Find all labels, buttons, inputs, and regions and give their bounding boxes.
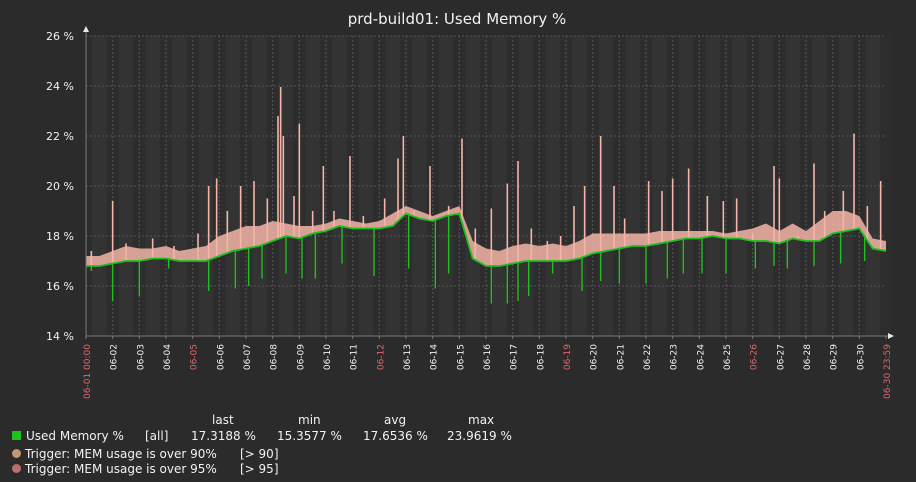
- y-tick-label: 18 %: [46, 230, 74, 243]
- x-tick-label: 06-28: [803, 344, 813, 370]
- legend-series-func: [all]: [145, 429, 169, 443]
- legend-value-max: 23.9619 %: [447, 429, 512, 443]
- trigger-90-threshold: [> 90]: [240, 447, 279, 461]
- night-shade: [726, 36, 733, 336]
- x-tick-label: 06-30: [856, 344, 866, 370]
- y-tick-label: 22 %: [46, 130, 74, 143]
- series-max-area: [86, 206, 886, 266]
- x-tick-label: 06-23: [670, 344, 680, 370]
- chart-title: prd-build01: Used Memory %: [348, 10, 567, 28]
- x-tick-label: 06-21: [616, 344, 626, 370]
- x-tick-label: 06-13: [403, 344, 413, 370]
- legend-header-max: max: [468, 413, 495, 427]
- y-tick-label: 20 %: [46, 180, 74, 193]
- x-tick-label: 06-24: [696, 344, 706, 370]
- x-tick-label: 06-19: [563, 344, 573, 370]
- x-axis-ticks: 06-01 00:00 06-02 06-03 06-04 06-05 06-06 06-0…: [83, 336, 893, 399]
- night-shade: [246, 36, 253, 336]
- x-tick-label: 06-06: [216, 344, 226, 370]
- x-tick-label: 06-12: [376, 344, 386, 370]
- legend-header-min: min: [298, 413, 321, 427]
- series-color-swatch: [12, 431, 21, 440]
- x-tick-label: 06-15: [456, 344, 466, 370]
- legend-header-last: last: [212, 413, 234, 427]
- x-tick-label: 06-30 23:59: [883, 344, 893, 399]
- legend-trigger-90[interactable]: Trigger: MEM usage is over 90% [> 90]: [10, 447, 410, 462]
- night-shade: [326, 36, 333, 336]
- x-axis-arrow: [888, 333, 894, 339]
- legend-value-last: 17.3188 %: [191, 429, 256, 443]
- legend-value-min: 15.3577 %: [277, 429, 342, 443]
- trigger-95-label: Trigger: MEM usage is over 95%: [25, 462, 217, 476]
- legend-value-avg: 17.6536 %: [363, 429, 428, 443]
- y-tick-label: 16 %: [46, 280, 74, 293]
- y-tick-label: 24 %: [46, 80, 74, 93]
- x-tick-label: 06-01 00:00: [83, 344, 93, 399]
- night-shade: [486, 36, 493, 336]
- y-axis-arrow: [83, 26, 89, 32]
- x-tick-label: 06-18: [536, 344, 546, 370]
- trigger-95-threshold: [> 95]: [240, 462, 279, 476]
- series-avg-line: [86, 212, 887, 267]
- x-tick-label: 06-26: [750, 344, 760, 370]
- x-tick-label: 06-20: [590, 344, 600, 370]
- x-tick-label: 06-02: [110, 344, 120, 370]
- x-tick-label: 06-11: [350, 344, 360, 370]
- night-shade: [86, 36, 93, 336]
- y-tick-label: 26 %: [46, 30, 74, 43]
- x-tick-label: 06-29: [830, 344, 840, 370]
- x-tick-label: 06-03: [136, 344, 146, 370]
- night-shade: [166, 36, 173, 336]
- x-tick-label: 06-17: [510, 344, 520, 370]
- x-tick-label: 06-22: [643, 344, 653, 370]
- x-tick-label: 06-07: [243, 344, 253, 370]
- x-tick-label: 06-10: [323, 344, 333, 370]
- y-tick-label: 14 %: [46, 330, 74, 343]
- series-used-memory: [86, 87, 887, 304]
- night-shade: [566, 36, 573, 336]
- legend-trigger-95[interactable]: Trigger: MEM usage is over 95% [> 95]: [10, 462, 410, 477]
- legend-series-row[interactable]: Used Memory % [all] 17.3188 % 15.3577 % …: [10, 429, 610, 444]
- x-tick-label: 06-05: [190, 344, 200, 370]
- x-tick-label: 06-25: [723, 344, 733, 370]
- legend-header-avg: avg: [384, 413, 407, 427]
- trigger-90-color-dot: [12, 449, 21, 458]
- axes: [83, 26, 894, 339]
- trigger-95-color-dot: [12, 464, 21, 473]
- x-tick-label: 06-14: [430, 344, 440, 370]
- x-tick-label: 06-04: [163, 344, 173, 370]
- x-tick-label: 06-08: [270, 344, 280, 370]
- x-tick-label: 06-27: [776, 344, 786, 370]
- night-shade: [406, 36, 413, 336]
- night-shade: [879, 36, 893, 336]
- x-tick-label: 06-09: [296, 344, 306, 370]
- night-shade: [806, 36, 813, 336]
- trigger-90-label: Trigger: MEM usage is over 90%: [25, 447, 217, 461]
- y-axis-ticks: 14 % 16 % 18 % 20 % 22 % 24 % 26 %: [46, 30, 74, 343]
- x-tick-label: 06-16: [483, 344, 493, 370]
- legend-series-name: Used Memory %: [26, 429, 124, 443]
